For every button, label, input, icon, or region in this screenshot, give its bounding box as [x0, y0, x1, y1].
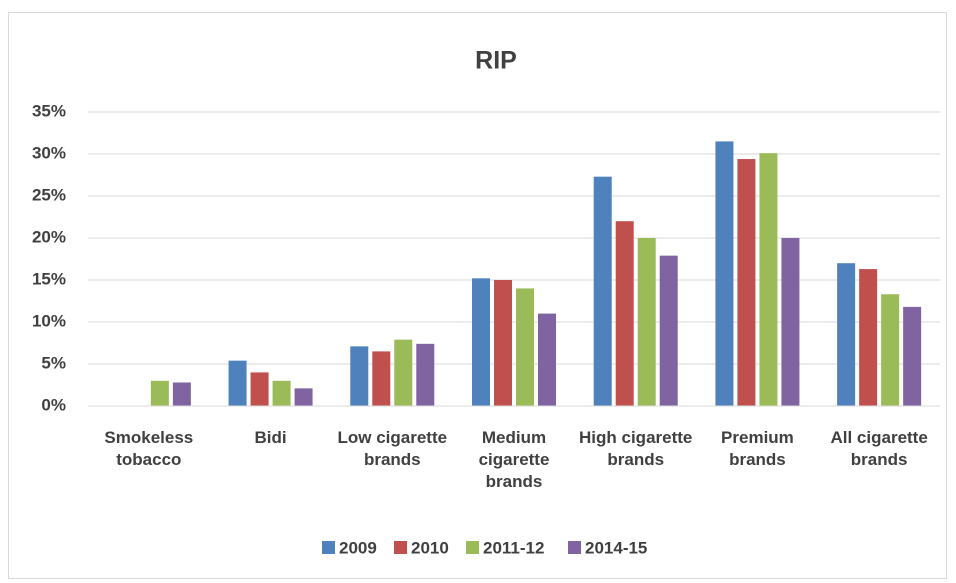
bar	[659, 255, 678, 406]
bar	[759, 153, 778, 406]
y-tick-label: 20%	[32, 227, 66, 246]
bar	[250, 372, 269, 406]
bar	[781, 238, 800, 406]
x-tick-label: Low cigarette brands	[337, 428, 448, 469]
x-tick-label: All cigarette brands	[830, 428, 928, 469]
x-tick-label: Medium cigarette brands	[478, 428, 550, 491]
bar	[637, 238, 656, 406]
bar	[538, 313, 556, 406]
legend-swatch	[394, 541, 407, 554]
legend-label: 2014-15	[585, 538, 647, 557]
y-tick-label: 35%	[32, 101, 66, 120]
y-tick-label: 5%	[41, 353, 66, 372]
bar	[150, 380, 169, 406]
bar	[272, 380, 291, 406]
legend-label: 2011-12	[483, 538, 544, 557]
bar	[859, 269, 878, 406]
bar	[350, 346, 369, 406]
y-tick-label: 0%	[41, 395, 66, 414]
bar	[837, 263, 856, 406]
bar	[372, 351, 391, 406]
bar	[472, 278, 490, 406]
legend-swatch	[322, 541, 335, 554]
x-tick-label: Bidi	[254, 428, 287, 447]
bar	[294, 388, 313, 406]
bar	[394, 339, 413, 406]
bar	[737, 159, 756, 406]
y-tick-label: 10%	[32, 311, 66, 330]
bar	[903, 306, 922, 406]
chart-title: RIP	[475, 47, 517, 75]
legend-swatch	[568, 541, 581, 554]
bar	[494, 280, 512, 406]
bar	[416, 343, 435, 406]
bar	[593, 176, 612, 406]
bar	[172, 382, 191, 406]
bar	[615, 221, 634, 406]
y-tick-label: 30%	[32, 143, 66, 162]
bar	[228, 360, 247, 406]
x-tick-label: Smokeless tobacco	[104, 428, 194, 469]
x-tick-label: High cigarette brands	[579, 428, 693, 469]
bar	[715, 141, 734, 406]
bar	[516, 288, 534, 406]
y-tick-label: 25%	[32, 185, 66, 204]
legend-swatch	[466, 541, 479, 554]
y-tick-label: 15%	[32, 269, 66, 288]
legend-label: 2009	[339, 538, 377, 557]
legend-label: 2010	[411, 538, 449, 557]
x-tick-label: Premium brands	[721, 428, 794, 469]
bar	[881, 294, 900, 406]
